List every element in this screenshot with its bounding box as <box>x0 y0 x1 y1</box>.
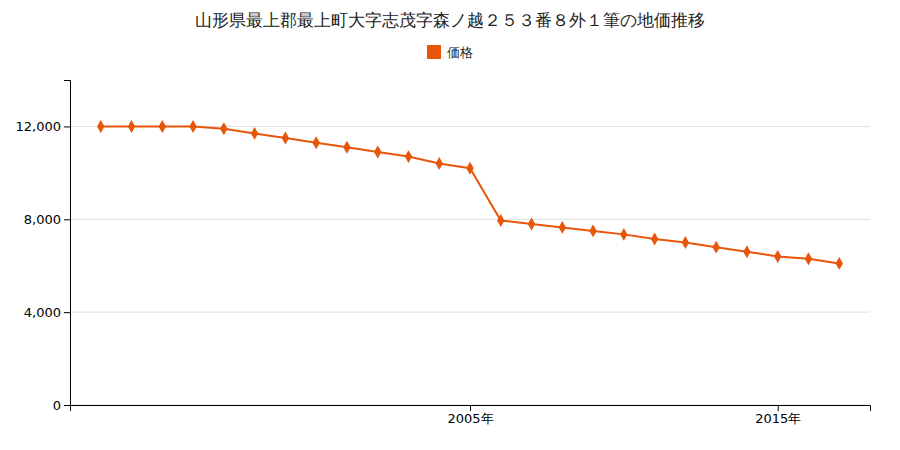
marker <box>436 157 443 170</box>
legend: 価格 <box>427 45 473 60</box>
legend-label: 価格 <box>447 45 473 60</box>
x-axis: 2005年 2015年 <box>71 405 871 426</box>
marks <box>97 120 843 270</box>
marker <box>97 120 104 133</box>
marker <box>220 122 227 135</box>
marker <box>805 252 812 265</box>
marker <box>589 224 596 237</box>
marker <box>497 214 504 227</box>
marker <box>836 257 843 270</box>
y-axis: 0 4,000 8,000 12,000 <box>16 81 71 413</box>
y-tick-label: 0 <box>53 398 61 413</box>
y-tick: 4,000 <box>24 305 70 320</box>
marker <box>559 221 566 234</box>
marker <box>651 233 658 246</box>
marker <box>343 141 350 154</box>
title: 山形県最上郡最上町大字志茂字森ノ越２５３番８外１筆の地価推移 <box>195 10 705 30</box>
marker <box>405 150 412 163</box>
x-tick-label: 2015年 <box>755 411 801 426</box>
grid-line <box>70 219 870 220</box>
grid <box>70 126 870 405</box>
y-tick: 8,000 <box>24 212 70 227</box>
y-tick-mark <box>64 219 70 220</box>
y-tick: 0 <box>53 398 70 413</box>
y-tick-mark <box>64 312 70 313</box>
plot-area: 0 4,000 8,000 12,000 2005年 2015年 <box>16 81 871 427</box>
marker <box>282 132 289 145</box>
x-tick: 2005年 <box>447 405 493 426</box>
line <box>101 126 839 263</box>
marker <box>159 120 166 133</box>
y-axis-line <box>64 81 71 406</box>
y-tick-label: 8,000 <box>24 212 61 227</box>
grid-line <box>70 312 870 313</box>
marker <box>312 136 319 149</box>
marker <box>251 127 258 140</box>
marker <box>620 228 627 241</box>
x-tick: 2015年 <box>755 405 801 426</box>
marker <box>712 241 719 254</box>
marker <box>682 236 689 249</box>
y-tick: 12,000 <box>16 119 71 134</box>
legend-swatch <box>427 45 441 59</box>
marker <box>189 120 196 133</box>
marker <box>466 162 473 175</box>
chart: 山形県最上郡最上町大字志茂字森ノ越２５３番８外１筆の地価推移 0 4,000 8,00… <box>0 0 900 450</box>
y-tick-label: 12,000 <box>16 119 62 134</box>
marker <box>774 250 781 263</box>
y-tick-mark <box>64 405 70 406</box>
marker <box>528 217 535 230</box>
marker <box>743 245 750 258</box>
x-tick-mark <box>470 405 471 411</box>
y-tick-mark <box>64 126 70 127</box>
marker <box>374 146 381 159</box>
marker <box>128 120 135 133</box>
x-tick-label: 2005年 <box>447 411 493 426</box>
legend-item: 価格 <box>427 45 473 60</box>
y-tick-label: 4,000 <box>24 305 61 320</box>
x-tick-mark <box>778 405 779 411</box>
x-axis-line <box>71 406 871 412</box>
